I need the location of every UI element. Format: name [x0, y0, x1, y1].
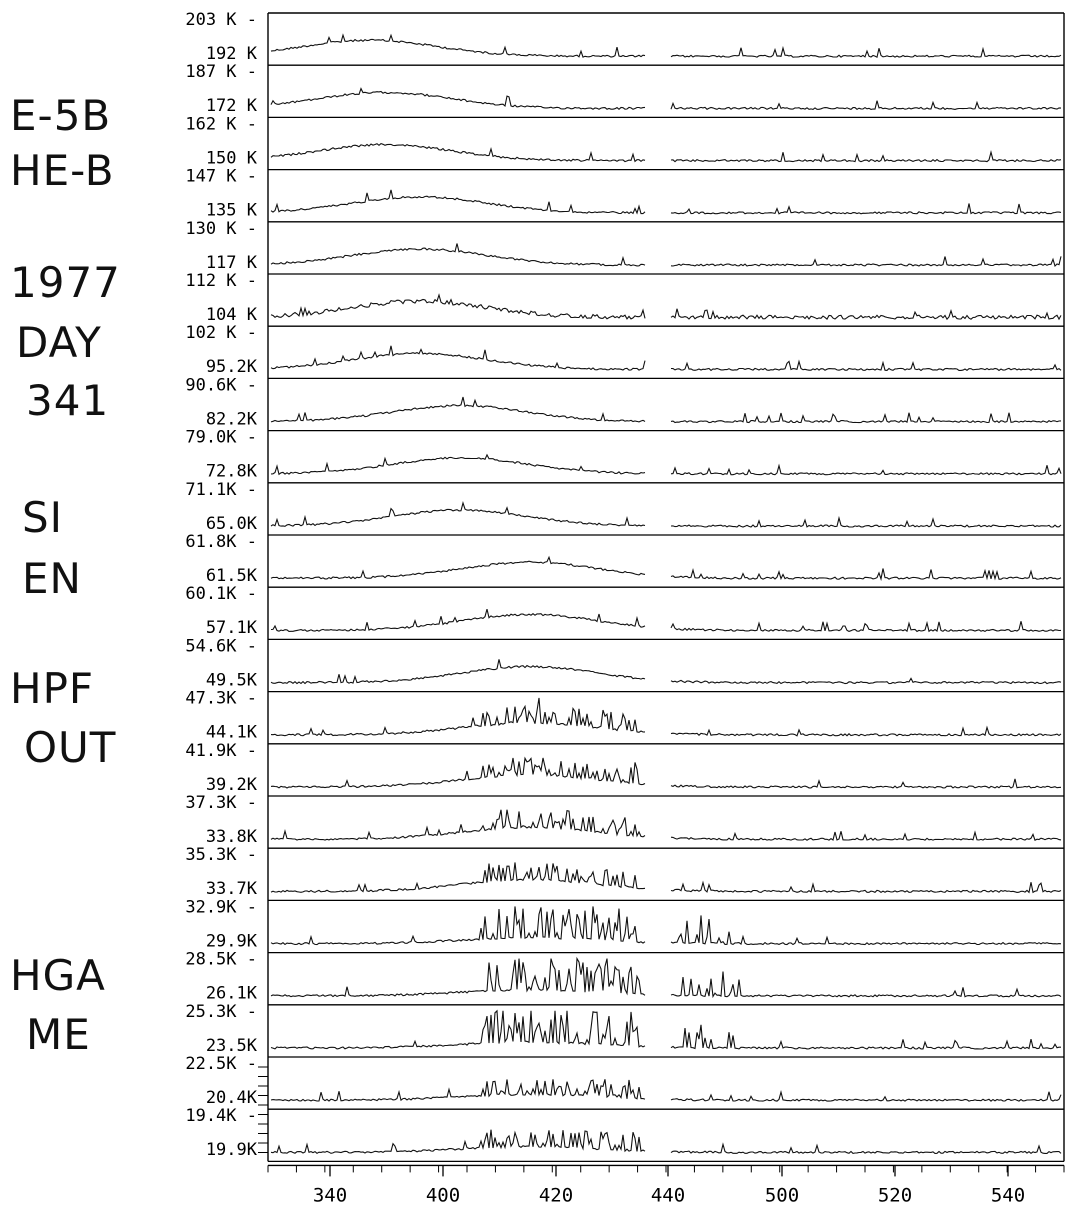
panel-level-label: 26.1K [206, 984, 258, 1004]
panel-trace [270, 142, 1062, 163]
panel-top-label: 41.9K - [185, 741, 257, 761]
panel-top-label: 79.0K - [185, 428, 257, 448]
panel-trace [270, 396, 1062, 424]
panel-trace [270, 956, 1062, 999]
panel-trace [270, 809, 1062, 841]
panel-trace [270, 453, 1062, 476]
panel-top-label: 37.3K - [185, 793, 257, 813]
panel-level-label: 39.2K [206, 775, 258, 795]
panel-top-label: 112 K - [185, 271, 257, 291]
panel-level-label: 19.9K [206, 1140, 258, 1160]
panel-level-label: 33.7K [206, 879, 258, 899]
panel-top-label: 71.1K - [185, 480, 257, 500]
panel-trace [270, 862, 1062, 894]
mode-label-line2: EN [22, 554, 82, 603]
day-label: DAY [16, 318, 102, 367]
panel-trace [270, 555, 1062, 582]
panel-level-label: 172 K [206, 96, 258, 116]
panel-trace [270, 87, 1062, 111]
panel-top-label: 32.9K - [185, 897, 257, 917]
panel-trace [270, 243, 1062, 268]
x-tick-label: 440 [651, 1184, 685, 1206]
panel-top-label: 47.3K - [185, 689, 257, 709]
x-tick-label: 420 [539, 1184, 573, 1206]
panel-top-label: 19.4K - [185, 1106, 257, 1126]
panel-trace [270, 756, 1062, 789]
panel-level-label: 65.0K [206, 514, 258, 534]
panel-level-label: 104 K [206, 305, 258, 325]
panel-level-label: 61.5K [206, 566, 258, 586]
x-tick-label: 520 [878, 1184, 912, 1206]
x-tick-label: 340 [313, 1184, 347, 1206]
panel-top-label: 61.8K - [185, 532, 257, 552]
panel-level-label: 23.5K [206, 1036, 258, 1056]
panel-level-label: 117 K [206, 253, 258, 273]
panel-top-label: 22.5K - [185, 1054, 257, 1074]
panel-trace [270, 33, 1062, 59]
antenna-label-line1: HGA [10, 951, 106, 1000]
panel-trace [270, 1079, 1062, 1102]
instrument-label-line2: HE-B [10, 146, 115, 195]
panel-top-label: 203 K - [185, 10, 257, 30]
panel-top-label: 25.3K - [185, 1002, 257, 1022]
panel-trace [270, 189, 1062, 215]
panel-level-label: 49.5K [206, 670, 258, 690]
x-tick-label: 400 [426, 1184, 460, 1206]
panel-trace [270, 659, 1062, 685]
mode-label-line1: SI [22, 493, 64, 542]
panel-level-label: 20.4K [206, 1088, 258, 1108]
panel-trace [270, 906, 1062, 946]
panel-top-label: 28.5K - [185, 950, 257, 970]
panel-top-label: 102 K - [185, 323, 257, 343]
panel-top-label: 162 K - [185, 114, 257, 134]
panel-level-label: 95.2K [206, 357, 258, 377]
panel-trace [270, 1009, 1061, 1050]
instrument-label-line1: E-5B [10, 91, 112, 140]
panel-top-label: 147 K - [185, 167, 257, 187]
panel-level-label: 57.1K [206, 618, 258, 638]
panel-top-label: 187 K - [185, 62, 257, 82]
panel-level-label: 33.8K [206, 827, 258, 847]
panel-trace [270, 501, 1062, 528]
panel-level-label: 72.8K [206, 462, 258, 482]
panel-top-label: 130 K - [185, 219, 257, 239]
panel-top-label: 35.3K - [185, 845, 257, 865]
filter-label-line2: OUT [24, 723, 117, 772]
panel-top-label: 54.6K - [185, 636, 257, 656]
panel-trace [270, 608, 1062, 633]
panel-trace [270, 1129, 1062, 1154]
panel-level-label: 192 K [206, 44, 258, 64]
panel-level-label: 82.2K [206, 409, 258, 429]
x-tick-label: 540 [991, 1184, 1025, 1206]
panel-level-label: 150 K [206, 148, 258, 168]
antenna-label-line2: ME [26, 1010, 91, 1059]
panel-top-label: 60.1K - [185, 584, 257, 604]
panel-level-label: 44.1K [206, 723, 258, 743]
panel-level-label: 135 K [206, 201, 258, 221]
filter-label-line1: HPF [10, 664, 95, 713]
panel-level-label: 29.9K [206, 931, 258, 951]
year-label: 1977 [10, 258, 121, 307]
panel-trace [270, 697, 1062, 737]
x-tick-label: 500 [765, 1184, 799, 1206]
panel-trace [270, 293, 1062, 321]
panel-trace [270, 345, 1062, 372]
panel-top-label: 90.6K - [185, 375, 257, 395]
day-number-label: 341 [26, 376, 110, 425]
